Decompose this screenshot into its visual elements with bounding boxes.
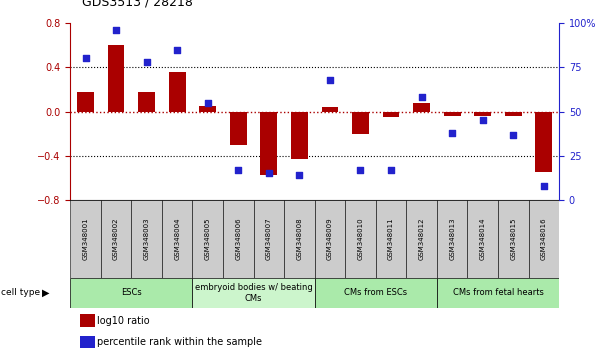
Text: log10 ratio: log10 ratio: [97, 316, 150, 326]
Bar: [321, 107, 338, 112]
Point: [417, 95, 426, 100]
Text: GSM348003: GSM348003: [144, 218, 150, 260]
Bar: [108, 45, 125, 112]
Bar: [284, 200, 315, 278]
Bar: [199, 106, 216, 112]
Bar: [444, 112, 461, 116]
Text: GSM348007: GSM348007: [266, 218, 272, 260]
Point: [356, 167, 365, 173]
Bar: [474, 112, 491, 116]
Text: ESCs: ESCs: [121, 289, 142, 297]
Bar: [77, 92, 94, 112]
Bar: [529, 200, 559, 278]
Text: GSM348016: GSM348016: [541, 218, 547, 260]
Bar: [315, 278, 437, 308]
Point: [386, 167, 396, 173]
Bar: [291, 112, 308, 159]
Point: [172, 47, 182, 52]
Bar: [131, 200, 162, 278]
Text: GSM348012: GSM348012: [419, 218, 425, 260]
Bar: [315, 200, 345, 278]
Point: [142, 59, 152, 65]
Bar: [254, 200, 284, 278]
Bar: [101, 200, 131, 278]
Point: [295, 172, 304, 178]
Text: percentile rank within the sample: percentile rank within the sample: [97, 337, 262, 347]
Text: GSM348011: GSM348011: [388, 218, 394, 260]
Text: GDS3513 / 28218: GDS3513 / 28218: [82, 0, 193, 9]
Point: [508, 132, 518, 137]
Text: GSM348005: GSM348005: [205, 218, 211, 260]
Bar: [345, 200, 376, 278]
Bar: [413, 103, 430, 112]
Bar: [162, 200, 192, 278]
Text: GSM348013: GSM348013: [449, 218, 455, 260]
Bar: [70, 200, 101, 278]
Bar: [437, 278, 559, 308]
Bar: [505, 112, 522, 116]
Bar: [260, 112, 277, 175]
Text: GSM348001: GSM348001: [82, 218, 89, 260]
Bar: [498, 200, 529, 278]
Bar: [80, 314, 95, 327]
Point: [447, 130, 457, 136]
Bar: [352, 112, 369, 133]
Bar: [223, 200, 254, 278]
Text: GSM348002: GSM348002: [113, 218, 119, 260]
Text: cell type: cell type: [1, 289, 40, 297]
Bar: [467, 200, 498, 278]
Bar: [406, 200, 437, 278]
Bar: [535, 112, 552, 172]
Bar: [230, 112, 247, 145]
Point: [539, 183, 549, 189]
Bar: [138, 92, 155, 112]
Bar: [437, 200, 467, 278]
Point: [233, 167, 243, 173]
Text: GSM348004: GSM348004: [174, 218, 180, 260]
Text: GSM348015: GSM348015: [510, 218, 516, 260]
Bar: [169, 72, 186, 112]
Text: CMs from ESCs: CMs from ESCs: [344, 289, 408, 297]
Text: CMs from fetal hearts: CMs from fetal hearts: [453, 289, 543, 297]
Point: [203, 100, 213, 105]
Point: [264, 171, 274, 176]
Bar: [192, 200, 223, 278]
Bar: [192, 278, 315, 308]
Text: ▶: ▶: [42, 288, 49, 298]
Bar: [376, 200, 406, 278]
Text: GSM348006: GSM348006: [235, 218, 241, 260]
Point: [81, 56, 90, 61]
Text: GSM348009: GSM348009: [327, 218, 333, 260]
Bar: [382, 112, 400, 117]
Point: [478, 118, 488, 123]
Bar: [80, 336, 95, 348]
Bar: [70, 278, 192, 308]
Point: [325, 77, 335, 82]
Text: GSM348008: GSM348008: [296, 218, 302, 260]
Text: GSM348010: GSM348010: [357, 218, 364, 260]
Text: GSM348014: GSM348014: [480, 218, 486, 260]
Text: embryoid bodies w/ beating
CMs: embryoid bodies w/ beating CMs: [195, 283, 312, 303]
Point: [111, 27, 121, 33]
